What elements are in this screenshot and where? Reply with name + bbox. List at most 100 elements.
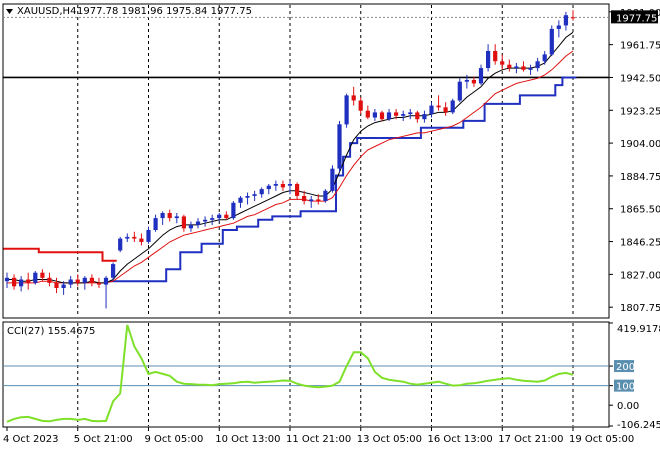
candle-body bbox=[54, 282, 59, 288]
candle-body bbox=[514, 66, 519, 69]
candle-body bbox=[542, 54, 547, 62]
candle bbox=[96, 277, 102, 289]
current-price-badge: 1977.75 bbox=[611, 10, 658, 24]
candle bbox=[478, 64, 484, 86]
candle bbox=[330, 165, 335, 193]
candle bbox=[351, 86, 356, 106]
candle-body bbox=[167, 213, 172, 219]
time-tick-label: 5 Oct 21:00 bbox=[74, 434, 133, 445]
collapse-triangle-icon[interactable] bbox=[6, 9, 13, 14]
candle-body bbox=[486, 51, 491, 68]
candle bbox=[549, 25, 554, 57]
candle-body bbox=[231, 202, 236, 219]
candle-body bbox=[351, 95, 356, 101]
price-tick-label: 1942.50 bbox=[620, 73, 660, 84]
current-price-badge-label: 1977.75 bbox=[616, 13, 657, 24]
candle-body bbox=[330, 168, 335, 191]
price-tick-label: 1961.75 bbox=[620, 41, 660, 52]
candle-body bbox=[478, 68, 484, 84]
candle bbox=[422, 110, 427, 123]
candle bbox=[563, 11, 568, 31]
current-price-badge-bg bbox=[611, 10, 658, 24]
candle-body bbox=[450, 100, 455, 113]
candle-body bbox=[528, 68, 533, 70]
candle bbox=[125, 233, 130, 242]
candle bbox=[210, 214, 215, 225]
time-tick-label: 10 Oct 13:00 bbox=[215, 434, 280, 445]
cci-tick-label: 0.00 bbox=[617, 401, 639, 412]
candle-body bbox=[422, 114, 427, 120]
candle-body bbox=[323, 190, 328, 201]
candle-body bbox=[224, 214, 229, 219]
candle-body bbox=[521, 66, 526, 70]
candle-body bbox=[210, 218, 215, 220]
candle-body bbox=[68, 279, 73, 285]
candle bbox=[174, 213, 179, 224]
candle bbox=[89, 274, 94, 287]
time-tick-label: 19 Oct 05:00 bbox=[569, 434, 634, 445]
candle-body bbox=[103, 277, 109, 285]
time-tick-label: 11 Oct 21:00 bbox=[286, 434, 351, 445]
candle-body bbox=[493, 51, 498, 62]
candle-body bbox=[252, 194, 257, 196]
candle bbox=[82, 276, 87, 290]
candle-body bbox=[146, 230, 151, 242]
candle-body bbox=[111, 264, 116, 278]
price-panel-frame bbox=[2, 3, 610, 319]
candle-body bbox=[118, 238, 123, 251]
candle bbox=[486, 44, 491, 72]
candle-body bbox=[408, 112, 413, 115]
time-tick-label: 13 Oct 05:00 bbox=[357, 434, 422, 445]
price-tick-label: 1807.75 bbox=[620, 303, 660, 314]
candle bbox=[160, 211, 165, 225]
cci-axis: 419.9178 200 100 0.00 -106.2453 bbox=[609, 322, 660, 431]
candle-body bbox=[33, 272, 38, 283]
candle-body bbox=[570, 17, 576, 19]
candle-body bbox=[429, 105, 434, 115]
candle bbox=[535, 57, 540, 72]
candle bbox=[33, 270, 38, 285]
candle bbox=[358, 97, 363, 115]
cci-series-layer bbox=[6, 324, 574, 423]
candle-body bbox=[61, 284, 66, 288]
candle bbox=[252, 190, 257, 202]
candle-body bbox=[436, 105, 441, 108]
ohlc-readout: 1977.78 1981.96 1975.84 1977.75 bbox=[77, 6, 252, 17]
candle bbox=[26, 272, 31, 290]
candle bbox=[493, 44, 498, 65]
cci-level-badge bbox=[614, 379, 634, 392]
candle-body bbox=[386, 112, 392, 120]
candle bbox=[203, 216, 208, 227]
candle-body bbox=[443, 107, 448, 113]
candle-body bbox=[238, 197, 243, 203]
candle-body bbox=[379, 112, 385, 120]
candle-body bbox=[12, 277, 17, 287]
price-axis: 1981.001961.751942.501923.251904.001884.… bbox=[609, 8, 660, 314]
candle-body bbox=[75, 279, 80, 283]
candle bbox=[224, 211, 229, 220]
candle-body bbox=[471, 80, 476, 84]
candle bbox=[231, 201, 236, 220]
candle bbox=[372, 109, 377, 121]
time-tick-label: 16 Oct 13:00 bbox=[428, 434, 493, 445]
candle bbox=[309, 195, 314, 208]
candle-body bbox=[217, 214, 222, 219]
price-tick-label: 1884.75 bbox=[620, 172, 660, 183]
candle-body bbox=[549, 28, 554, 55]
candle-body bbox=[280, 184, 285, 188]
cci-level-label: 100 bbox=[616, 382, 635, 393]
candle bbox=[429, 102, 434, 118]
candle bbox=[40, 269, 45, 282]
candle bbox=[337, 120, 342, 173]
candle-body bbox=[464, 80, 469, 82]
candle-body bbox=[273, 184, 278, 186]
candle-body bbox=[287, 184, 293, 186]
candle bbox=[408, 109, 413, 120]
candle bbox=[12, 274, 17, 290]
candle bbox=[344, 93, 349, 128]
candle-body bbox=[344, 95, 349, 125]
time-tick-label: 17 Oct 21:00 bbox=[498, 434, 563, 445]
candle-body bbox=[365, 110, 370, 118]
price-tick-label: 1865.50 bbox=[620, 205, 660, 216]
